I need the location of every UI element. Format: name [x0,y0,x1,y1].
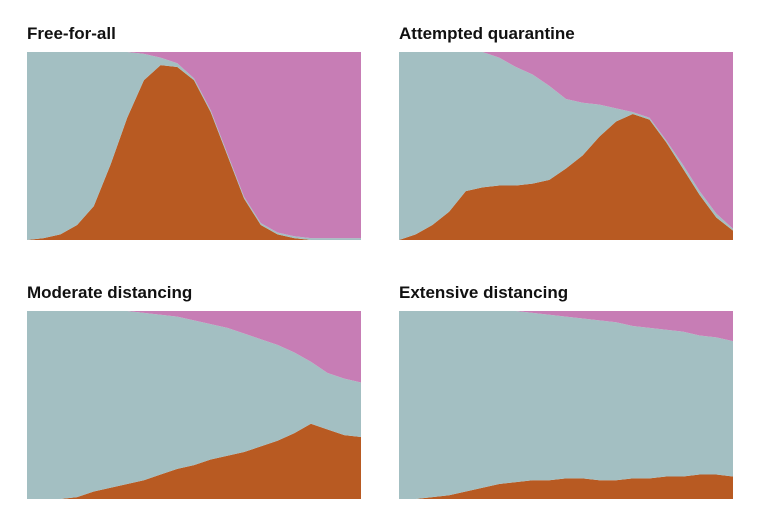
area [27,423,361,499]
area [27,52,361,239]
area [399,311,733,499]
area [399,114,733,240]
area [399,474,733,499]
chart-title: Attempted quarantine [399,24,575,43]
area [27,311,361,499]
chart-title: Extensive distancing [399,283,568,302]
area [399,311,733,342]
area [399,52,733,240]
chart-title: Moderate distancing [27,283,192,302]
area [27,311,361,383]
area [399,52,733,229]
area [27,65,361,240]
area [27,52,361,240]
chart-title: Free-for-all [27,24,116,43]
